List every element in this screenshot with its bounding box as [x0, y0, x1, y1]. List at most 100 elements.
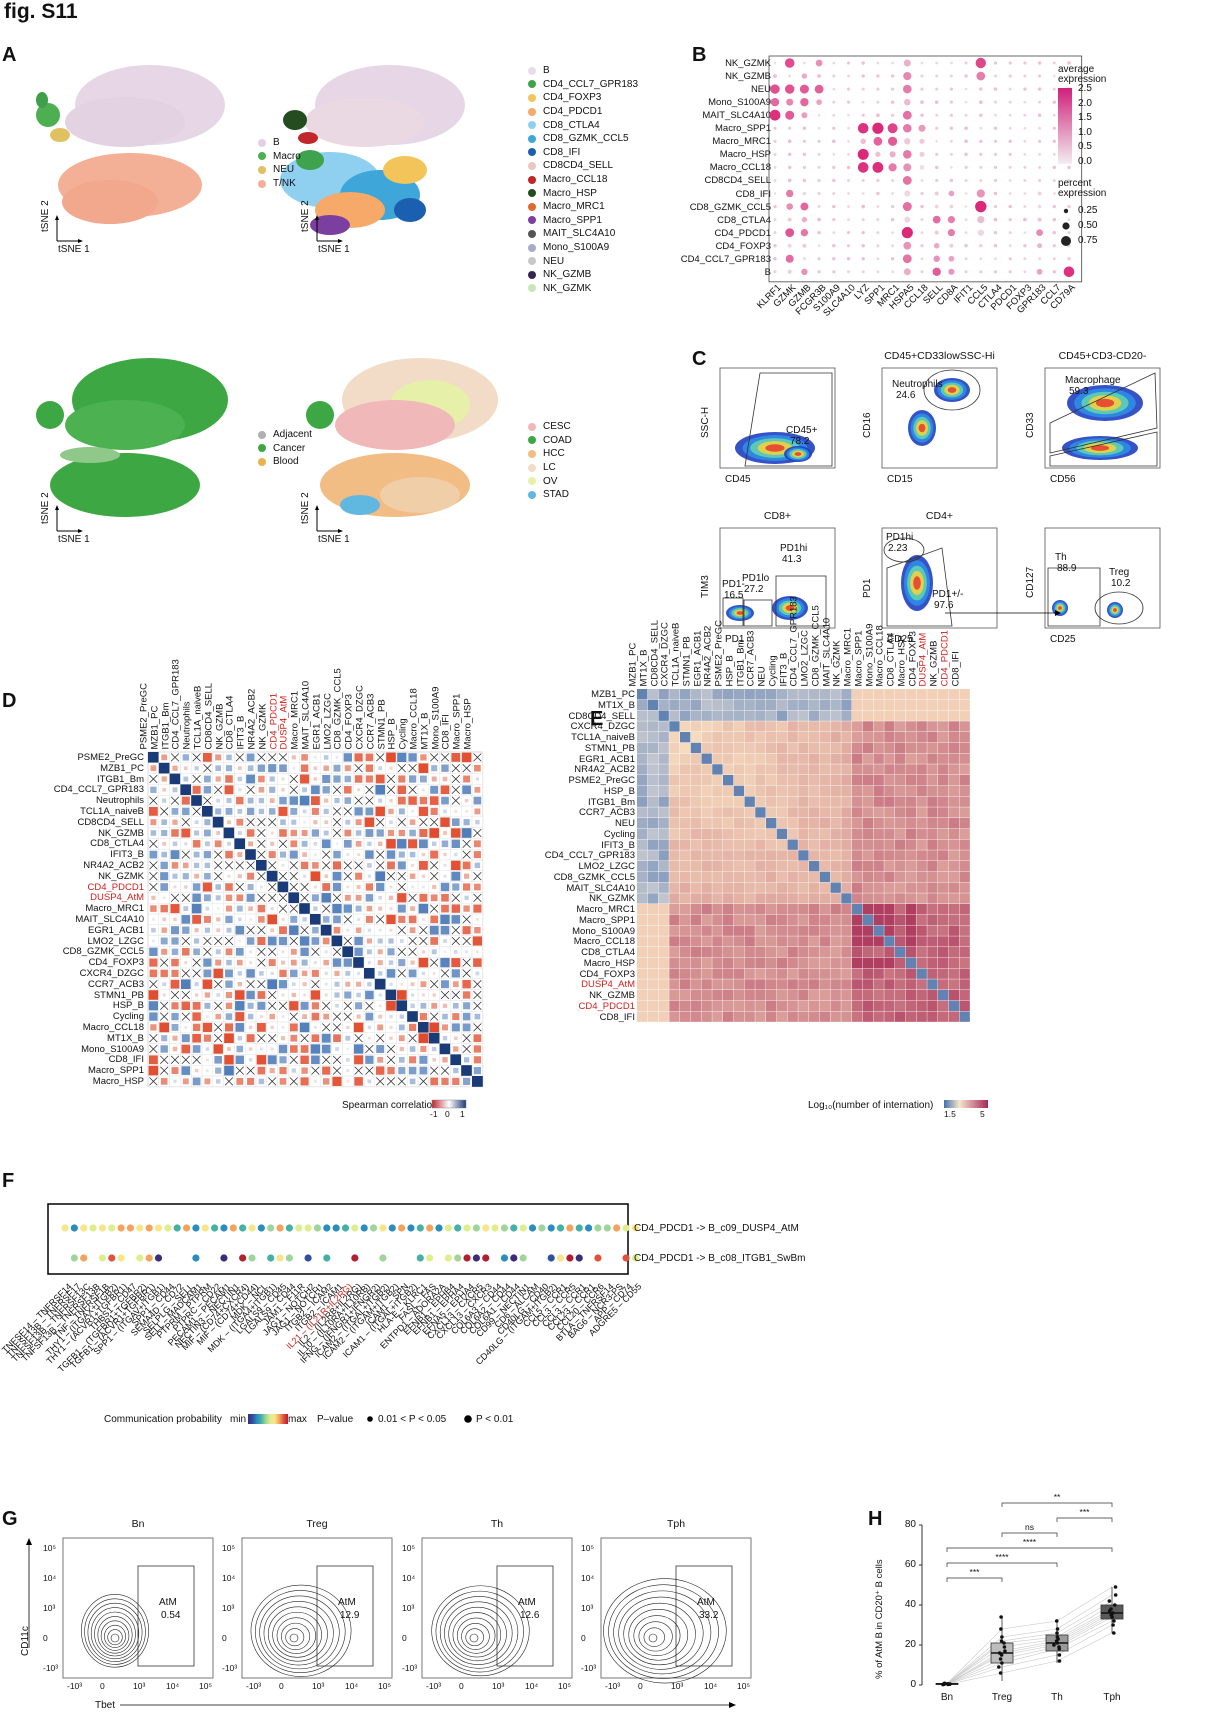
corr-cell — [225, 991, 233, 999]
heat-cell — [959, 957, 970, 969]
corr-cell — [267, 1055, 277, 1065]
legend-label: Macro_SPP1 — [543, 214, 602, 226]
heat-cell — [712, 828, 723, 840]
bubble — [239, 1254, 247, 1262]
heat-cell — [959, 753, 970, 764]
corr-cell — [324, 993, 328, 997]
corr-cell — [249, 961, 253, 965]
cluster-label: CD4_PDCD1 — [714, 227, 772, 239]
corr-cell — [476, 950, 479, 954]
corr-cell — [311, 807, 319, 815]
heat-cell — [766, 968, 777, 979]
heat-cell — [916, 732, 927, 743]
dot — [993, 204, 998, 209]
corr-cell — [246, 829, 255, 837]
dot — [993, 165, 998, 169]
corr-cell — [357, 971, 361, 975]
heat-cell — [895, 753, 906, 764]
corr-cell — [377, 841, 383, 847]
heat-cell — [852, 753, 863, 764]
heat-cell — [884, 732, 895, 743]
y-tick-label: 0 — [910, 1679, 916, 1690]
heat-cell — [819, 882, 831, 893]
tsne2-label: tSNE 2 — [40, 200, 51, 232]
heat-cell — [755, 1011, 766, 1022]
corr-cell — [419, 839, 428, 849]
y-tick-label: 60 — [904, 1559, 916, 1570]
heat-cell — [723, 699, 734, 711]
col-label: Neutrophils — [181, 701, 193, 750]
corr-cell — [408, 753, 417, 762]
heat-cell — [938, 807, 949, 818]
dot — [964, 74, 968, 78]
corr-legend-title: Spearman correlation — [342, 1100, 438, 1111]
corr-cell — [451, 860, 461, 871]
heat-cell — [787, 893, 798, 904]
corr-cell — [257, 904, 266, 913]
dot — [904, 138, 911, 145]
bubble — [117, 1224, 125, 1232]
heat-cell — [959, 775, 970, 786]
heat-cell — [690, 775, 702, 786]
bubble — [164, 1224, 172, 1232]
heat-cell — [647, 871, 659, 883]
corr-cell — [194, 820, 199, 825]
facs-title: Treg — [306, 1518, 328, 1530]
corr-cell — [452, 1077, 460, 1086]
corr-cell — [173, 1079, 177, 1084]
dot — [800, 228, 809, 237]
tsne1-label: tSNE 1 — [318, 244, 350, 255]
corr-cell — [170, 850, 180, 860]
corr-cell — [345, 970, 351, 976]
dot — [949, 87, 953, 91]
corr-cell — [151, 927, 156, 933]
heat-cell — [830, 689, 841, 700]
heat-cell — [948, 904, 960, 915]
heat-cell — [798, 850, 809, 861]
corr-cell — [259, 1047, 263, 1051]
bubble — [472, 1224, 480, 1232]
heat-cell — [884, 699, 895, 711]
heat-cell — [744, 914, 755, 926]
corr-cell — [194, 982, 199, 987]
corr-cell — [421, 852, 426, 857]
heat-cell — [798, 861, 809, 872]
corr-cell — [345, 981, 351, 987]
corr-cell — [225, 775, 233, 783]
corr-cell — [462, 991, 471, 999]
expr-tick: 1.5 — [1078, 112, 1092, 123]
dot — [1053, 74, 1056, 78]
heat-cell — [841, 699, 852, 711]
corr-cell — [451, 958, 461, 968]
corr-cell — [365, 829, 374, 837]
bubble — [631, 1254, 639, 1262]
dot — [932, 267, 941, 276]
legend-swatch — [258, 179, 266, 188]
corr-cell — [335, 1047, 339, 1051]
heat-cell — [948, 968, 960, 979]
dot — [1052, 192, 1056, 195]
heat-cell — [723, 721, 734, 732]
heat-cell — [647, 861, 659, 872]
corr-cell — [407, 1011, 418, 1022]
corr-cell — [311, 1055, 320, 1065]
col-label: CD8CD4_SELL — [649, 619, 660, 687]
corr-cell — [408, 1066, 417, 1075]
heat-cell — [723, 925, 734, 936]
corr-cell — [420, 1045, 427, 1053]
dot — [802, 178, 807, 183]
heat-cell — [787, 968, 798, 979]
heat-cell — [680, 699, 691, 711]
heat-cell — [830, 990, 841, 1001]
heat-cell — [787, 689, 798, 700]
heat-cell — [938, 689, 949, 700]
heat-cell — [766, 785, 777, 797]
corr-cell — [235, 1012, 245, 1022]
heat-cell — [712, 861, 723, 872]
heat-cell — [680, 785, 691, 797]
heat-cell — [862, 689, 874, 700]
dot — [888, 136, 898, 146]
corr-cell — [215, 808, 222, 815]
heat-cell — [819, 785, 831, 797]
corr-cell — [278, 980, 288, 989]
